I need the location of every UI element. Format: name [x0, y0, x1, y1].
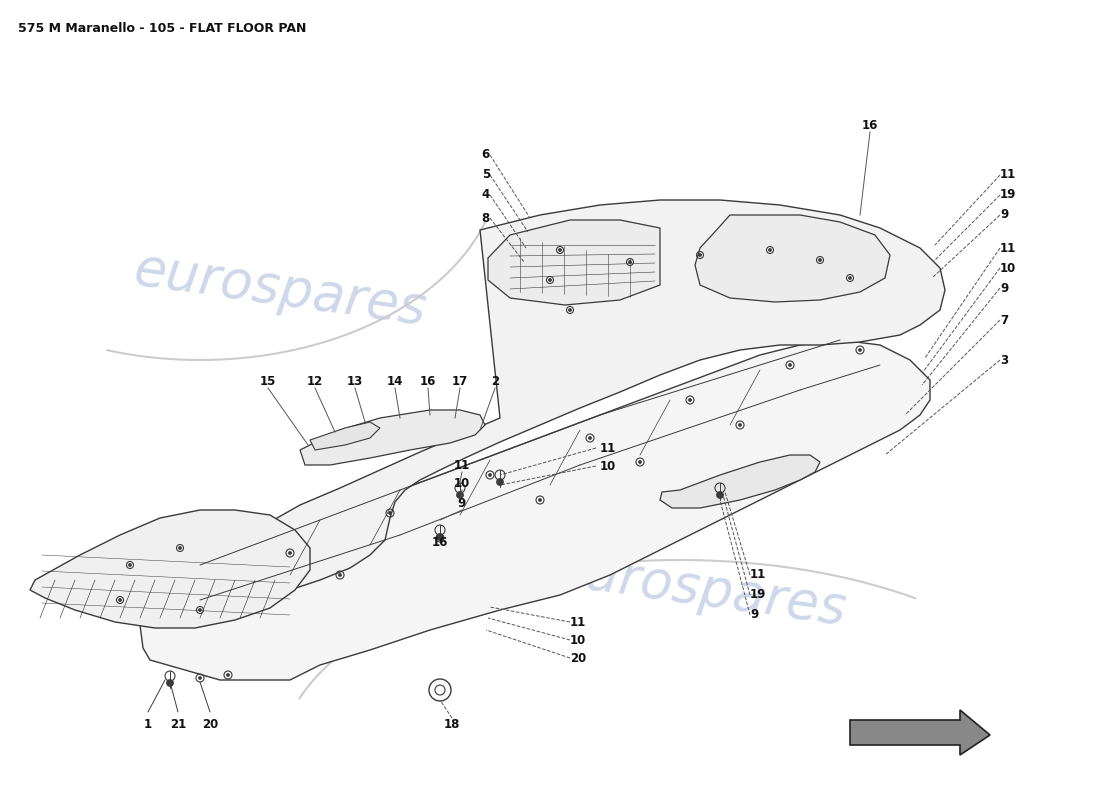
Circle shape [119, 598, 121, 602]
Text: eurospares: eurospares [130, 244, 430, 336]
Text: 3: 3 [1000, 354, 1008, 366]
Text: 13: 13 [346, 375, 363, 388]
Circle shape [178, 546, 182, 550]
Text: 21: 21 [169, 718, 186, 731]
Text: 10: 10 [570, 634, 586, 646]
Circle shape [488, 474, 492, 477]
Text: 11: 11 [750, 569, 767, 582]
Text: 19: 19 [1000, 189, 1016, 202]
Text: 11: 11 [454, 459, 470, 472]
Text: 11: 11 [1000, 169, 1016, 182]
Polygon shape [140, 340, 930, 680]
Circle shape [198, 677, 201, 679]
Text: 17: 17 [452, 375, 469, 388]
Text: 11: 11 [600, 442, 616, 454]
Text: 20: 20 [202, 718, 218, 731]
Circle shape [689, 398, 692, 402]
Polygon shape [30, 510, 310, 628]
Circle shape [439, 537, 441, 539]
Polygon shape [850, 710, 990, 755]
Text: 575 M Maranello - 105 - FLAT FLOOR PAN: 575 M Maranello - 105 - FLAT FLOOR PAN [18, 22, 307, 35]
Circle shape [496, 478, 504, 486]
Circle shape [848, 277, 851, 279]
Text: 12: 12 [307, 375, 323, 388]
Text: eurospares: eurospares [550, 544, 849, 636]
Text: 16: 16 [420, 375, 437, 388]
Circle shape [858, 349, 861, 351]
Circle shape [166, 679, 174, 686]
Circle shape [288, 551, 292, 554]
Circle shape [339, 574, 341, 577]
Text: 10: 10 [1000, 262, 1016, 274]
Circle shape [437, 534, 443, 541]
Circle shape [698, 254, 702, 257]
Text: 11: 11 [1000, 242, 1016, 254]
Text: 1: 1 [144, 718, 152, 731]
Text: 4: 4 [482, 189, 490, 202]
Text: 16: 16 [432, 535, 448, 549]
Circle shape [549, 278, 551, 282]
Circle shape [818, 258, 822, 262]
Circle shape [569, 309, 572, 311]
Text: 20: 20 [570, 651, 586, 665]
Text: 6: 6 [482, 149, 490, 162]
Text: 14: 14 [387, 375, 404, 388]
Polygon shape [695, 215, 890, 302]
Text: 9: 9 [1000, 209, 1009, 222]
Polygon shape [300, 410, 485, 465]
Text: 5: 5 [482, 169, 490, 182]
Circle shape [198, 609, 201, 611]
Circle shape [559, 249, 561, 251]
Circle shape [789, 363, 792, 366]
Text: 2: 2 [491, 375, 499, 388]
Text: 7: 7 [1000, 314, 1008, 326]
Circle shape [716, 491, 724, 498]
Text: 19: 19 [750, 589, 767, 602]
Polygon shape [310, 422, 380, 450]
Text: 16: 16 [861, 119, 878, 132]
Text: 10: 10 [454, 477, 470, 490]
Circle shape [588, 437, 592, 439]
Circle shape [539, 498, 541, 502]
Text: 18: 18 [443, 718, 460, 731]
Text: 9: 9 [1000, 282, 1009, 294]
Text: 9: 9 [750, 609, 758, 622]
Circle shape [388, 511, 392, 514]
Circle shape [227, 674, 230, 677]
Text: 15: 15 [260, 375, 276, 388]
Polygon shape [488, 220, 660, 305]
Circle shape [628, 261, 631, 263]
Circle shape [638, 461, 641, 463]
Text: 9: 9 [458, 497, 466, 510]
Text: 8: 8 [482, 211, 490, 225]
Circle shape [769, 249, 771, 251]
Circle shape [456, 491, 463, 498]
Text: 11: 11 [570, 615, 586, 629]
Polygon shape [240, 200, 945, 592]
Circle shape [738, 423, 741, 426]
Text: 10: 10 [600, 459, 616, 473]
Circle shape [129, 563, 132, 566]
Polygon shape [660, 455, 820, 508]
